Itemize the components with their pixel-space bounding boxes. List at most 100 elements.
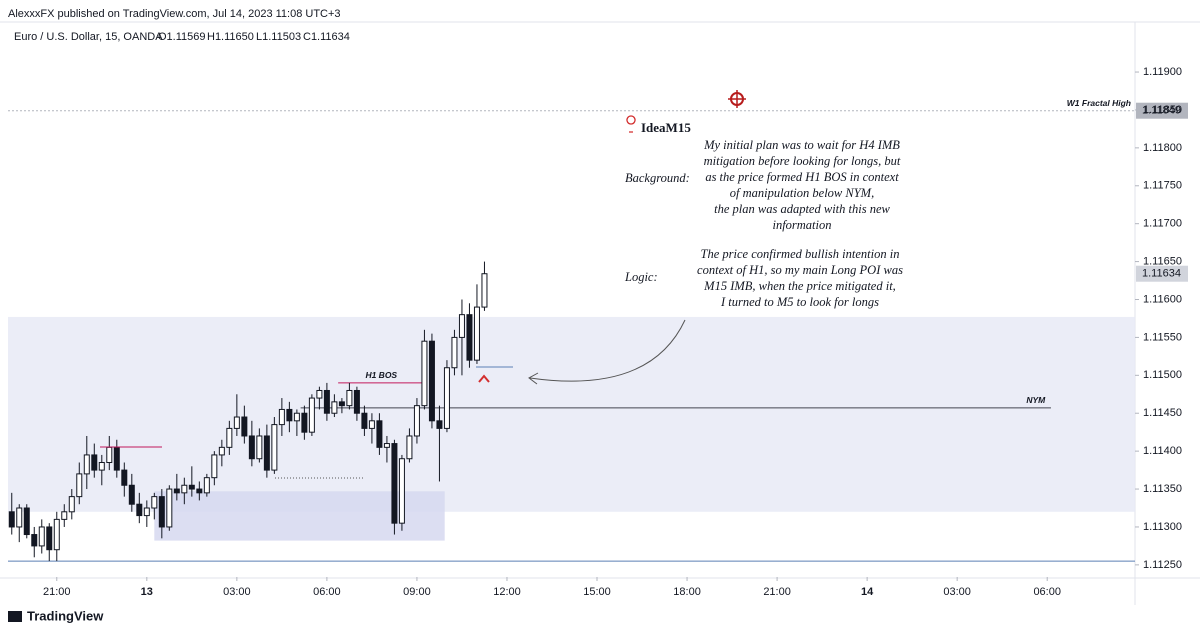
candle-body [121,469,128,486]
y-tick-label: 1.11650 [1143,255,1182,267]
x-tick-label: 12:00 [493,586,521,598]
candle-body [428,340,435,422]
y-tick-label: 1.11450 [1143,407,1182,419]
candle-body [473,306,480,361]
ohlc-open: O1.11569 [158,31,206,43]
candle-body [436,420,443,429]
x-tick-label: 15:00 [583,586,611,598]
candle-body [181,484,188,494]
y-tick-label: 1.11900 [1143,66,1182,78]
candle-body [451,336,458,369]
ohlc-close: C1.11634 [303,31,350,43]
x-tick-label: 03:00 [943,586,971,598]
candle-body [203,477,210,494]
y-tick-label: 1.11700 [1143,218,1182,230]
candle-body [23,507,30,536]
logo: TradingView [8,608,104,623]
logic-line: The price confirmed bullish intention in [701,247,900,261]
candle-body [286,408,293,422]
background-line: mitigation before looking for longs, but [704,154,901,168]
y-tick-label: 1.11500 [1143,369,1182,381]
candle-body [128,484,135,505]
candle-body [406,435,413,460]
x-tick-label: 06:00 [1033,586,1061,598]
candle-body [188,484,195,490]
level-label: W1 Fractal High [1067,98,1131,108]
y-tick-label: 1.11350 [1143,483,1182,495]
candle-body [383,443,390,448]
y-tick-label: 1.11250 [1143,559,1182,571]
y-tick-label: 1.11400 [1143,445,1182,457]
candle-body [151,496,158,509]
background-line: information [772,218,831,232]
last-price-label: 1.11634 [1142,268,1181,280]
candle-body [263,435,270,471]
candle-body [353,389,360,414]
level-label: H1 BOS [365,370,397,380]
candle-body [308,397,315,433]
candle-body [76,473,83,498]
logic-line: context of H1, so my main Long POI was [697,263,903,277]
x-tick-label: 03:00 [223,586,251,598]
y-tick-label: 1.11800 [1143,142,1182,154]
x-tick-label: 14 [861,586,874,598]
candle-body [391,443,398,524]
plot-area: W1 Fractal High NYM H1 BOS [8,98,1135,562]
candle-body [136,503,143,517]
price-tag-label: 1.11849 [1142,105,1181,117]
footer-brand: TradingView [27,608,104,623]
x-tick-label: 06:00 [313,586,341,598]
candle-body [256,435,263,460]
background-line: of manipulation below NYM, [730,186,874,200]
candle-body [166,488,173,528]
target-cross [728,90,746,108]
candle-body [106,446,113,464]
candle-body [158,496,165,528]
logic-label: Logic: [624,270,658,284]
candle-body [421,340,428,407]
ohlc-low: L1.11503 [256,31,301,43]
zone [8,316,1135,512]
candle-body [218,446,225,456]
candle-body [301,412,308,433]
candle-body [173,488,180,494]
candle-body [271,424,278,471]
candle-body [68,496,75,513]
candle-body [316,389,323,399]
background-line: the plan was adapted with this new [714,202,890,216]
candle-body [53,518,60,551]
y-tick-label: 1.11600 [1143,293,1182,305]
candle-body [458,314,465,338]
y-tick-label: 1.11750 [1143,180,1182,192]
y-tick-label: 1.11550 [1143,331,1182,343]
logo-icon [8,611,22,622]
y-tick-label: 1.11850 [1143,104,1182,116]
candle-body [481,273,488,308]
candle-body [233,416,240,429]
candle-body [398,458,405,524]
candle-body [443,367,450,429]
x-tick-label: 18:00 [673,586,701,598]
level-label: NYM [1026,395,1046,405]
candle-body [91,454,98,471]
ohlc-high: H1.11650 [207,31,254,43]
logic-line: I turned to M5 to look for longs [720,295,879,309]
x-tick-label: 21:00 [43,586,71,598]
candle-body [38,526,45,547]
candle-body [98,462,105,471]
candle-body [338,401,345,407]
candle-body [226,427,233,448]
x-tick-label: 13 [141,586,153,598]
x-tick-label: 09:00 [403,586,431,598]
candle-body [211,454,218,479]
candle-body [83,454,90,475]
candle-body [323,389,330,414]
curved-arrow [528,319,686,385]
background-line: My initial plan was to wait for H4 IMB [703,138,900,152]
candle-body [241,416,248,437]
symbol-title: Euro / U.S. Dollar, 15, OANDA [14,31,163,43]
logic-line: M15 IMB, when the price mitigated it, [703,279,896,293]
candle-body [413,405,420,437]
idea-title: IdeaM15 [641,120,691,135]
